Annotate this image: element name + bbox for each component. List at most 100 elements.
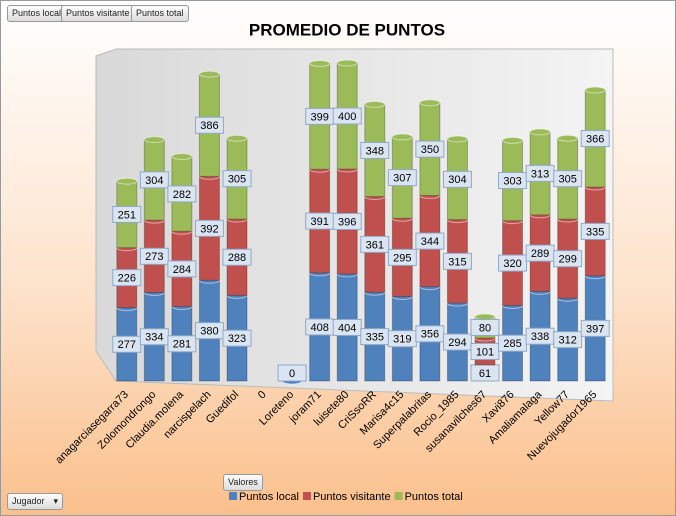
label-box [415,140,445,158]
data-label: 251 [118,209,136,221]
data-label: 344 [421,236,439,248]
label-box [553,250,583,268]
label-box [139,171,169,189]
values-button[interactable]: Valores [223,474,263,491]
row-field-label: Jugador [12,496,45,506]
label-box [580,319,610,337]
chart-title: PROMEDIO DE PUNTOS [249,20,445,39]
legend-label: Puntos visitante [313,491,391,503]
label-box [332,318,362,336]
label-box [112,269,142,287]
data-label: 404 [338,322,356,334]
label-box [442,170,472,188]
data-label: 334 [145,332,163,344]
cylinder-cap [336,59,358,67]
data-label: 392 [200,223,218,235]
label-box [167,260,197,278]
data-label: 313 [531,168,549,180]
x-tick-label: 0 [256,389,269,402]
cylinder-cap [116,177,138,185]
data-label: 305 [558,174,576,186]
data-label: 323 [228,333,246,345]
data-label: 400 [338,111,356,123]
cylinder-cap [226,134,248,142]
label-box [553,331,583,349]
label-box [360,235,390,253]
field-button[interactable]: Puntos total [131,5,189,22]
cylinder-cap [143,136,165,144]
data-label: 335 [586,226,604,238]
cylinder-cap [364,100,386,108]
data-label: 366 [586,133,604,145]
data-label: 399 [310,111,328,123]
data-label: 285 [503,338,521,350]
label-box [498,254,528,272]
data-label: 0 [289,368,295,380]
cylinder-cap [309,60,331,68]
cylinder-cap [584,86,606,94]
label-box [167,185,197,203]
cylinder-cap [419,99,441,107]
data-label: 305 [228,174,246,186]
label-box [470,364,500,382]
data-label: 391 [310,216,328,228]
label-box [360,141,390,159]
label-box [112,205,142,223]
data-label: 320 [503,258,521,270]
cylinder-cap [391,133,413,141]
label-box [167,335,197,353]
data-label: 282 [173,189,191,201]
label-box [415,232,445,250]
legend-label: Puntos local [239,491,299,503]
label-box [194,116,224,134]
data-label: 288 [228,252,246,264]
data-label: 348 [366,145,384,157]
label-box [277,364,307,382]
data-label: 307 [393,173,411,185]
legend-swatch [394,492,403,500]
label-box [580,130,610,148]
label-box [222,248,252,266]
data-label: 315 [448,256,466,268]
label-box [222,329,252,347]
label-box [387,248,417,266]
data-label: 335 [366,332,384,344]
cylinder-cap [198,70,220,78]
label-box [332,212,362,230]
data-label: 295 [393,252,411,264]
cylinder-cap [502,136,524,144]
data-label: 356 [421,329,439,341]
legend-swatch [229,492,237,500]
legend-label: Puntos total [405,491,463,503]
data-label: 386 [200,120,218,132]
label-box [580,222,610,240]
data-label: 350 [421,144,439,156]
data-label: 226 [118,273,136,285]
data-label: 289 [531,248,549,260]
label-box [442,333,472,351]
cylinder-cap [529,128,551,136]
data-label: 80 [479,322,491,334]
cylinder-cap [446,135,468,143]
data-label: 396 [338,216,356,228]
data-label: 397 [586,323,604,335]
data-label: 281 [173,339,191,351]
label-box [139,247,169,265]
label-box [470,318,500,336]
label-box [194,219,224,237]
data-label: 338 [531,331,549,343]
data-label: 380 [200,326,218,338]
label-box [332,107,362,125]
data-label: 319 [393,334,411,346]
data-label: 312 [558,335,576,347]
data-label: 294 [448,337,466,349]
data-label: 61 [479,368,491,380]
label-box [442,252,472,270]
data-label: 273 [145,251,163,263]
row-field-dropdown[interactable]: Jugador ▾ [7,493,63,510]
data-label: 361 [366,239,384,251]
data-label: 408 [310,322,328,334]
data-label: 299 [558,254,576,266]
cylinder-cap [557,134,579,142]
